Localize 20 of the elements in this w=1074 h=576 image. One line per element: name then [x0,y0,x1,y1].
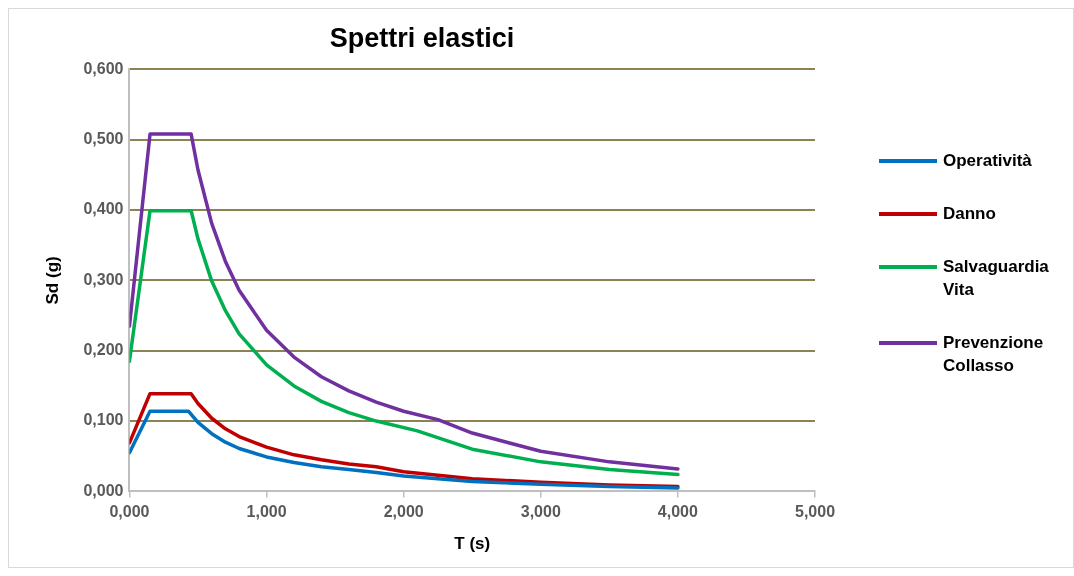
legend-label: Danno [943,203,997,225]
y-axis-title: Sd (g) [42,256,62,305]
y-tick-label: 0,300 [83,270,124,288]
x-tick-label: 1,000 [246,503,287,521]
y-tick-label: 0,400 [83,200,124,218]
x-tick-label: 4,000 [657,503,699,521]
chart-title: Spettri elastici [329,22,515,53]
x-tick-label: 0,000 [109,503,150,521]
legend-label: Salvaguardia Vita [943,256,1050,301]
y-tick-label: 0,000 [83,481,124,499]
legend-label: Prevenzione Collasso [943,332,1045,377]
y-tick-label: 0,200 [83,341,124,359]
x-axis-title: T (s) [454,534,491,554]
y-tick-label: 0,500 [83,130,124,148]
y-tick-label: 0,600 [83,59,124,77]
legend-label: Operatività [943,150,1033,172]
x-tick-label: 3,000 [520,503,561,521]
y-tick-label: 0,100 [83,411,124,429]
x-tick-label: 2,000 [383,503,424,521]
x-tick-label: 5,000 [794,503,836,521]
